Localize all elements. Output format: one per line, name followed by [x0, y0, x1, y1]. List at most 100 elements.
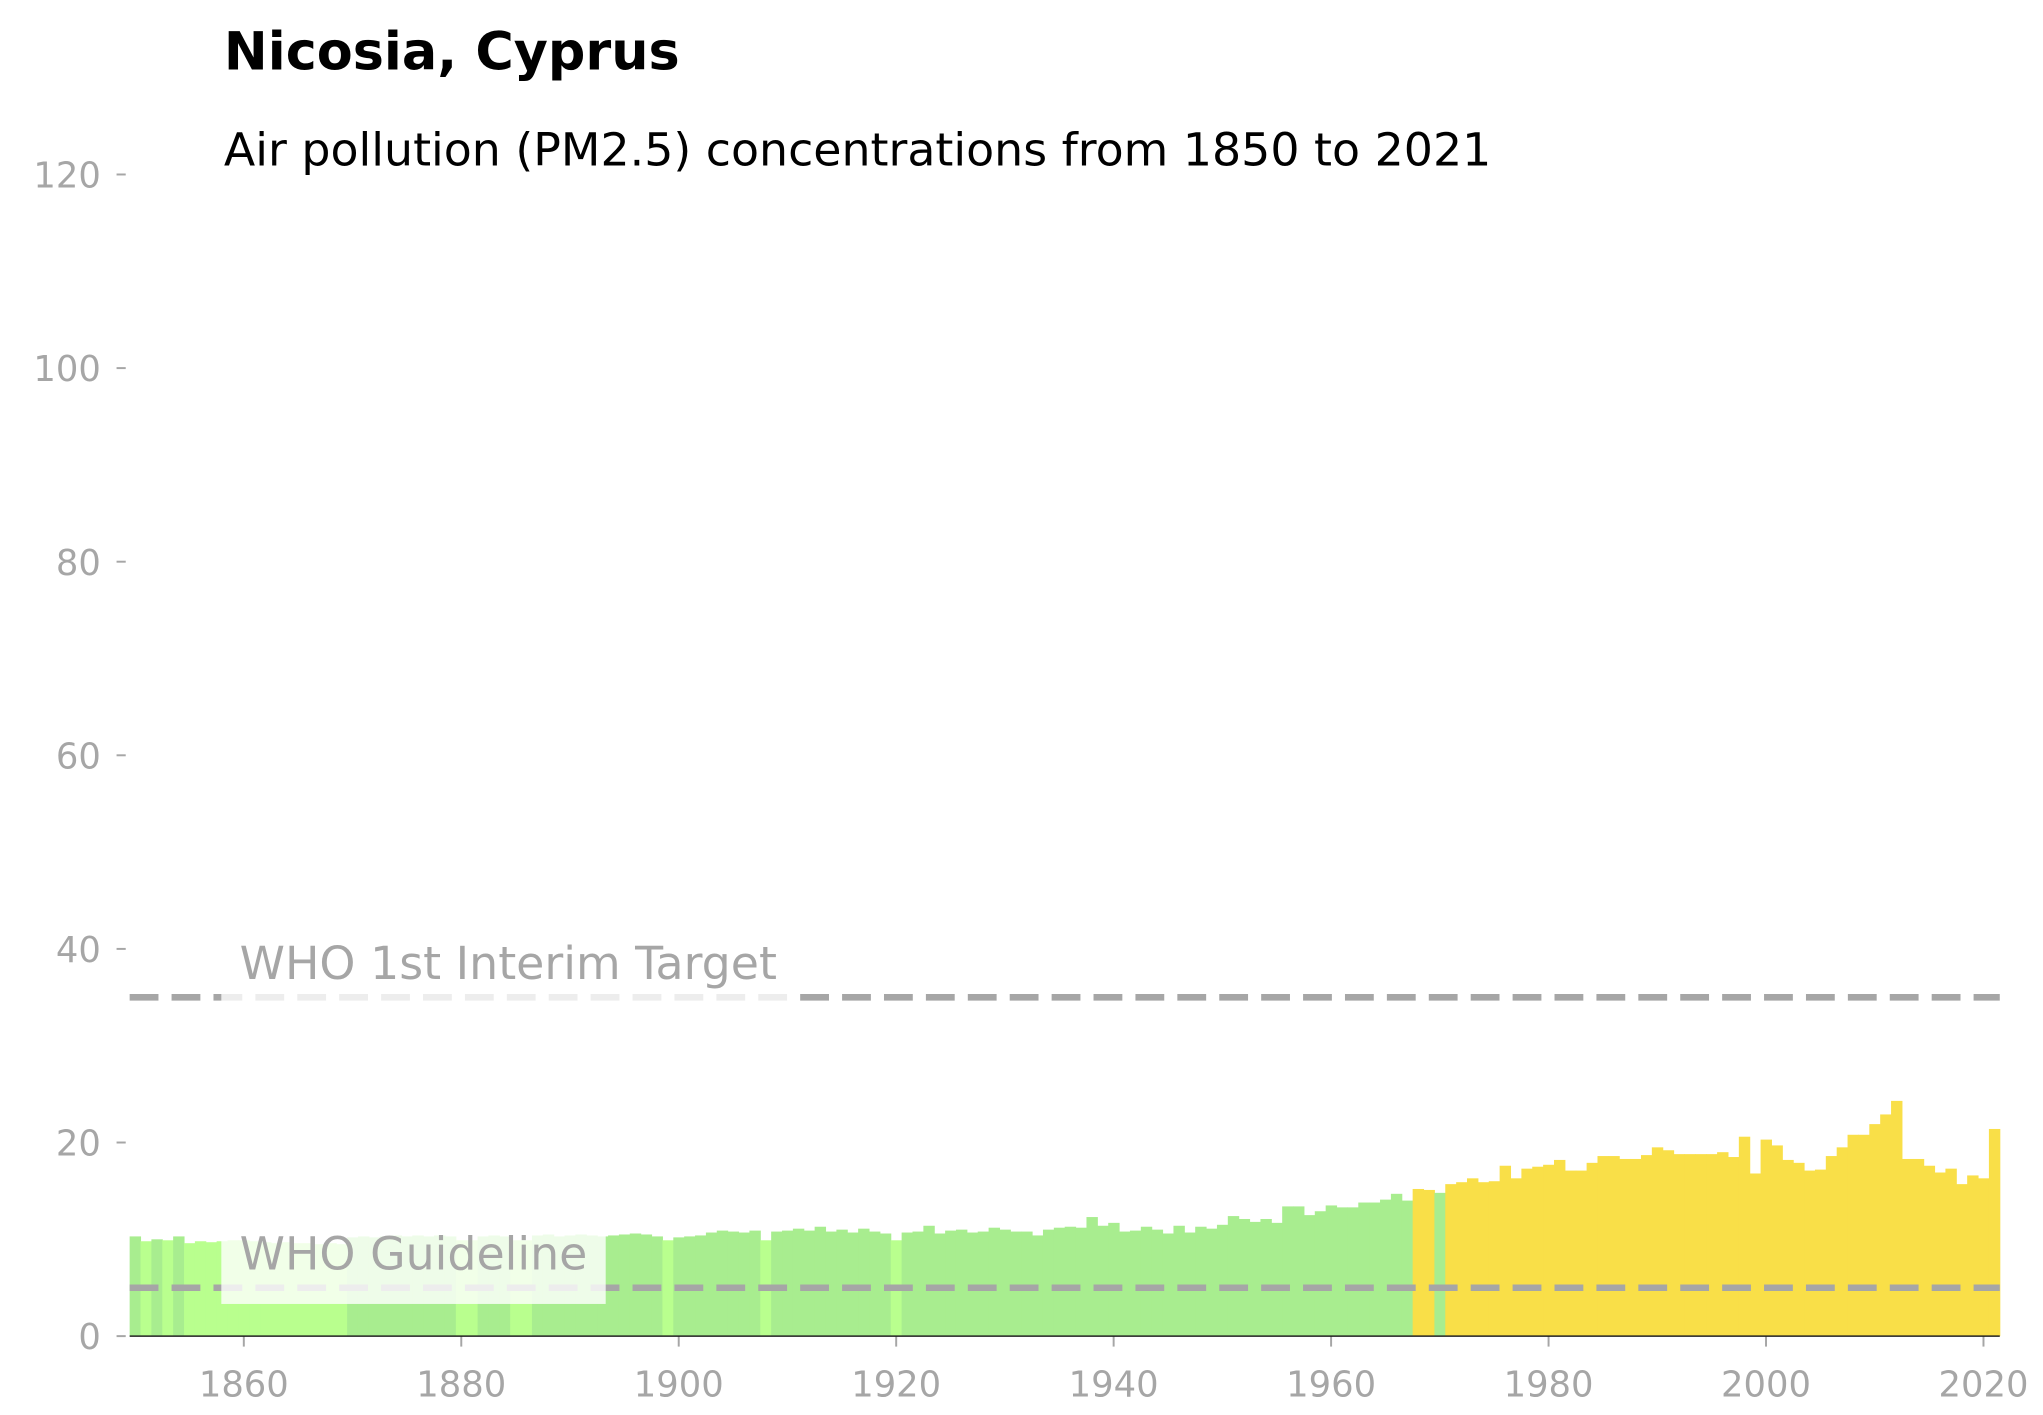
bar [716, 1230, 729, 1337]
bar [1195, 1226, 1207, 1337]
bar [1564, 1170, 1577, 1337]
bar [1814, 1169, 1827, 1337]
bar [1923, 1165, 1936, 1337]
bar [1140, 1226, 1153, 1337]
bar [1804, 1170, 1816, 1337]
bar [901, 1232, 914, 1337]
bar [1771, 1145, 1783, 1337]
bar [1336, 1207, 1348, 1337]
bar [1510, 1178, 1522, 1337]
bar [1075, 1227, 1087, 1337]
bar [1499, 1165, 1512, 1337]
bar [1097, 1225, 1109, 1337]
bar [1684, 1154, 1696, 1337]
x-tick-label: 1960 [1286, 1364, 1376, 1405]
bar [825, 1231, 837, 1337]
bar [1782, 1159, 1794, 1337]
bar [858, 1228, 870, 1337]
y-tick-label: 120 [33, 156, 100, 197]
bar [1869, 1124, 1881, 1337]
bar [727, 1231, 740, 1337]
bar [1271, 1222, 1283, 1337]
bar [1467, 1178, 1479, 1337]
bar [618, 1234, 631, 1337]
bar [1738, 1136, 1751, 1337]
bar [1162, 1233, 1174, 1337]
bar [1912, 1158, 1925, 1337]
bar [999, 1229, 1011, 1337]
bar [1988, 1128, 2001, 1337]
bar [738, 1232, 750, 1337]
bar [1793, 1162, 1805, 1337]
bar [988, 1227, 1001, 1337]
bar [1358, 1202, 1370, 1337]
bar [1619, 1158, 1631, 1337]
bar [966, 1232, 979, 1337]
bar [1749, 1173, 1762, 1337]
y-tick-label: 80 [56, 543, 101, 584]
y-tick-label: 100 [33, 349, 100, 390]
bar [1129, 1230, 1142, 1337]
bar [771, 1231, 783, 1337]
x-tick-label: 2020 [1938, 1364, 2028, 1405]
bar [1695, 1154, 1707, 1337]
bar [1173, 1225, 1185, 1337]
bar [1532, 1166, 1544, 1337]
bar [1760, 1139, 1772, 1337]
bar [977, 1231, 990, 1337]
bar [1249, 1221, 1261, 1337]
bar [1347, 1207, 1359, 1337]
bar [912, 1231, 924, 1337]
bar [705, 1232, 718, 1337]
bar [1119, 1231, 1131, 1337]
x-tick-label: 2000 [1721, 1364, 1811, 1405]
bar [162, 1240, 174, 1337]
bar [1314, 1211, 1327, 1337]
y-tick-label: 60 [56, 736, 101, 777]
bar [1586, 1162, 1599, 1337]
bar [194, 1241, 207, 1337]
bar [1456, 1182, 1468, 1337]
x-tick-label: 1860 [199, 1364, 289, 1405]
y-tick-label: 20 [56, 1124, 101, 1165]
reference-label: WHO Guideline [240, 1226, 588, 1280]
bar [662, 1240, 674, 1337]
bar [1521, 1168, 1533, 1337]
bar [1858, 1134, 1870, 1337]
bar [1412, 1188, 1425, 1337]
x-tick-label: 1920 [851, 1364, 941, 1405]
bar [1227, 1216, 1240, 1337]
bar [1206, 1228, 1218, 1337]
bar [1108, 1222, 1120, 1337]
bar [1575, 1170, 1588, 1337]
bar [814, 1226, 827, 1337]
bar [1847, 1134, 1859, 1337]
bar [1673, 1154, 1685, 1337]
bar [1651, 1147, 1664, 1337]
chart-title: Nicosia, Cyprus [224, 22, 680, 83]
bar [1597, 1156, 1609, 1337]
y-tick-label: 0 [78, 1317, 101, 1358]
bar [1216, 1224, 1229, 1337]
bar [1717, 1152, 1729, 1337]
bar [1543, 1164, 1555, 1337]
bar [205, 1242, 218, 1337]
bar [1151, 1229, 1164, 1337]
bar [1064, 1226, 1077, 1337]
bar [1445, 1184, 1457, 1337]
bar [1553, 1159, 1566, 1337]
bar [1967, 1175, 1979, 1337]
bar [1706, 1154, 1718, 1337]
bar [1901, 1158, 1914, 1337]
bar [1053, 1227, 1066, 1337]
bar [1956, 1184, 1968, 1337]
x-tick-label: 1900 [634, 1364, 724, 1405]
bar [1380, 1199, 1392, 1337]
bar [803, 1230, 816, 1337]
bar [1978, 1178, 1990, 1337]
bar [1434, 1192, 1446, 1337]
bar [1423, 1189, 1435, 1337]
reference-label: WHO 1st Interim Target [240, 936, 777, 990]
bar [792, 1228, 805, 1337]
